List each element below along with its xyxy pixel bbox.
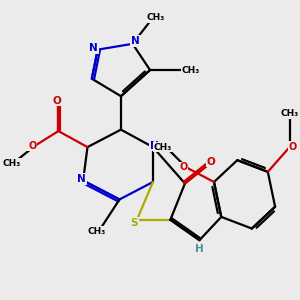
Text: CH₃: CH₃ bbox=[87, 227, 105, 236]
Text: N: N bbox=[150, 141, 159, 151]
Text: CH₃: CH₃ bbox=[182, 65, 200, 74]
Text: O: O bbox=[179, 163, 188, 172]
Text: CH₃: CH₃ bbox=[280, 109, 299, 118]
Text: CH₃: CH₃ bbox=[154, 142, 172, 152]
Text: O: O bbox=[28, 141, 36, 151]
Text: N: N bbox=[77, 174, 86, 184]
Text: CH₃: CH₃ bbox=[3, 159, 21, 168]
Text: O: O bbox=[207, 157, 215, 166]
Text: N: N bbox=[89, 43, 98, 53]
Text: H: H bbox=[195, 244, 204, 254]
Text: O: O bbox=[288, 142, 297, 152]
Text: S: S bbox=[130, 218, 138, 228]
Text: N: N bbox=[131, 36, 140, 46]
Text: O: O bbox=[52, 96, 61, 106]
Text: CH₃: CH₃ bbox=[147, 13, 165, 22]
